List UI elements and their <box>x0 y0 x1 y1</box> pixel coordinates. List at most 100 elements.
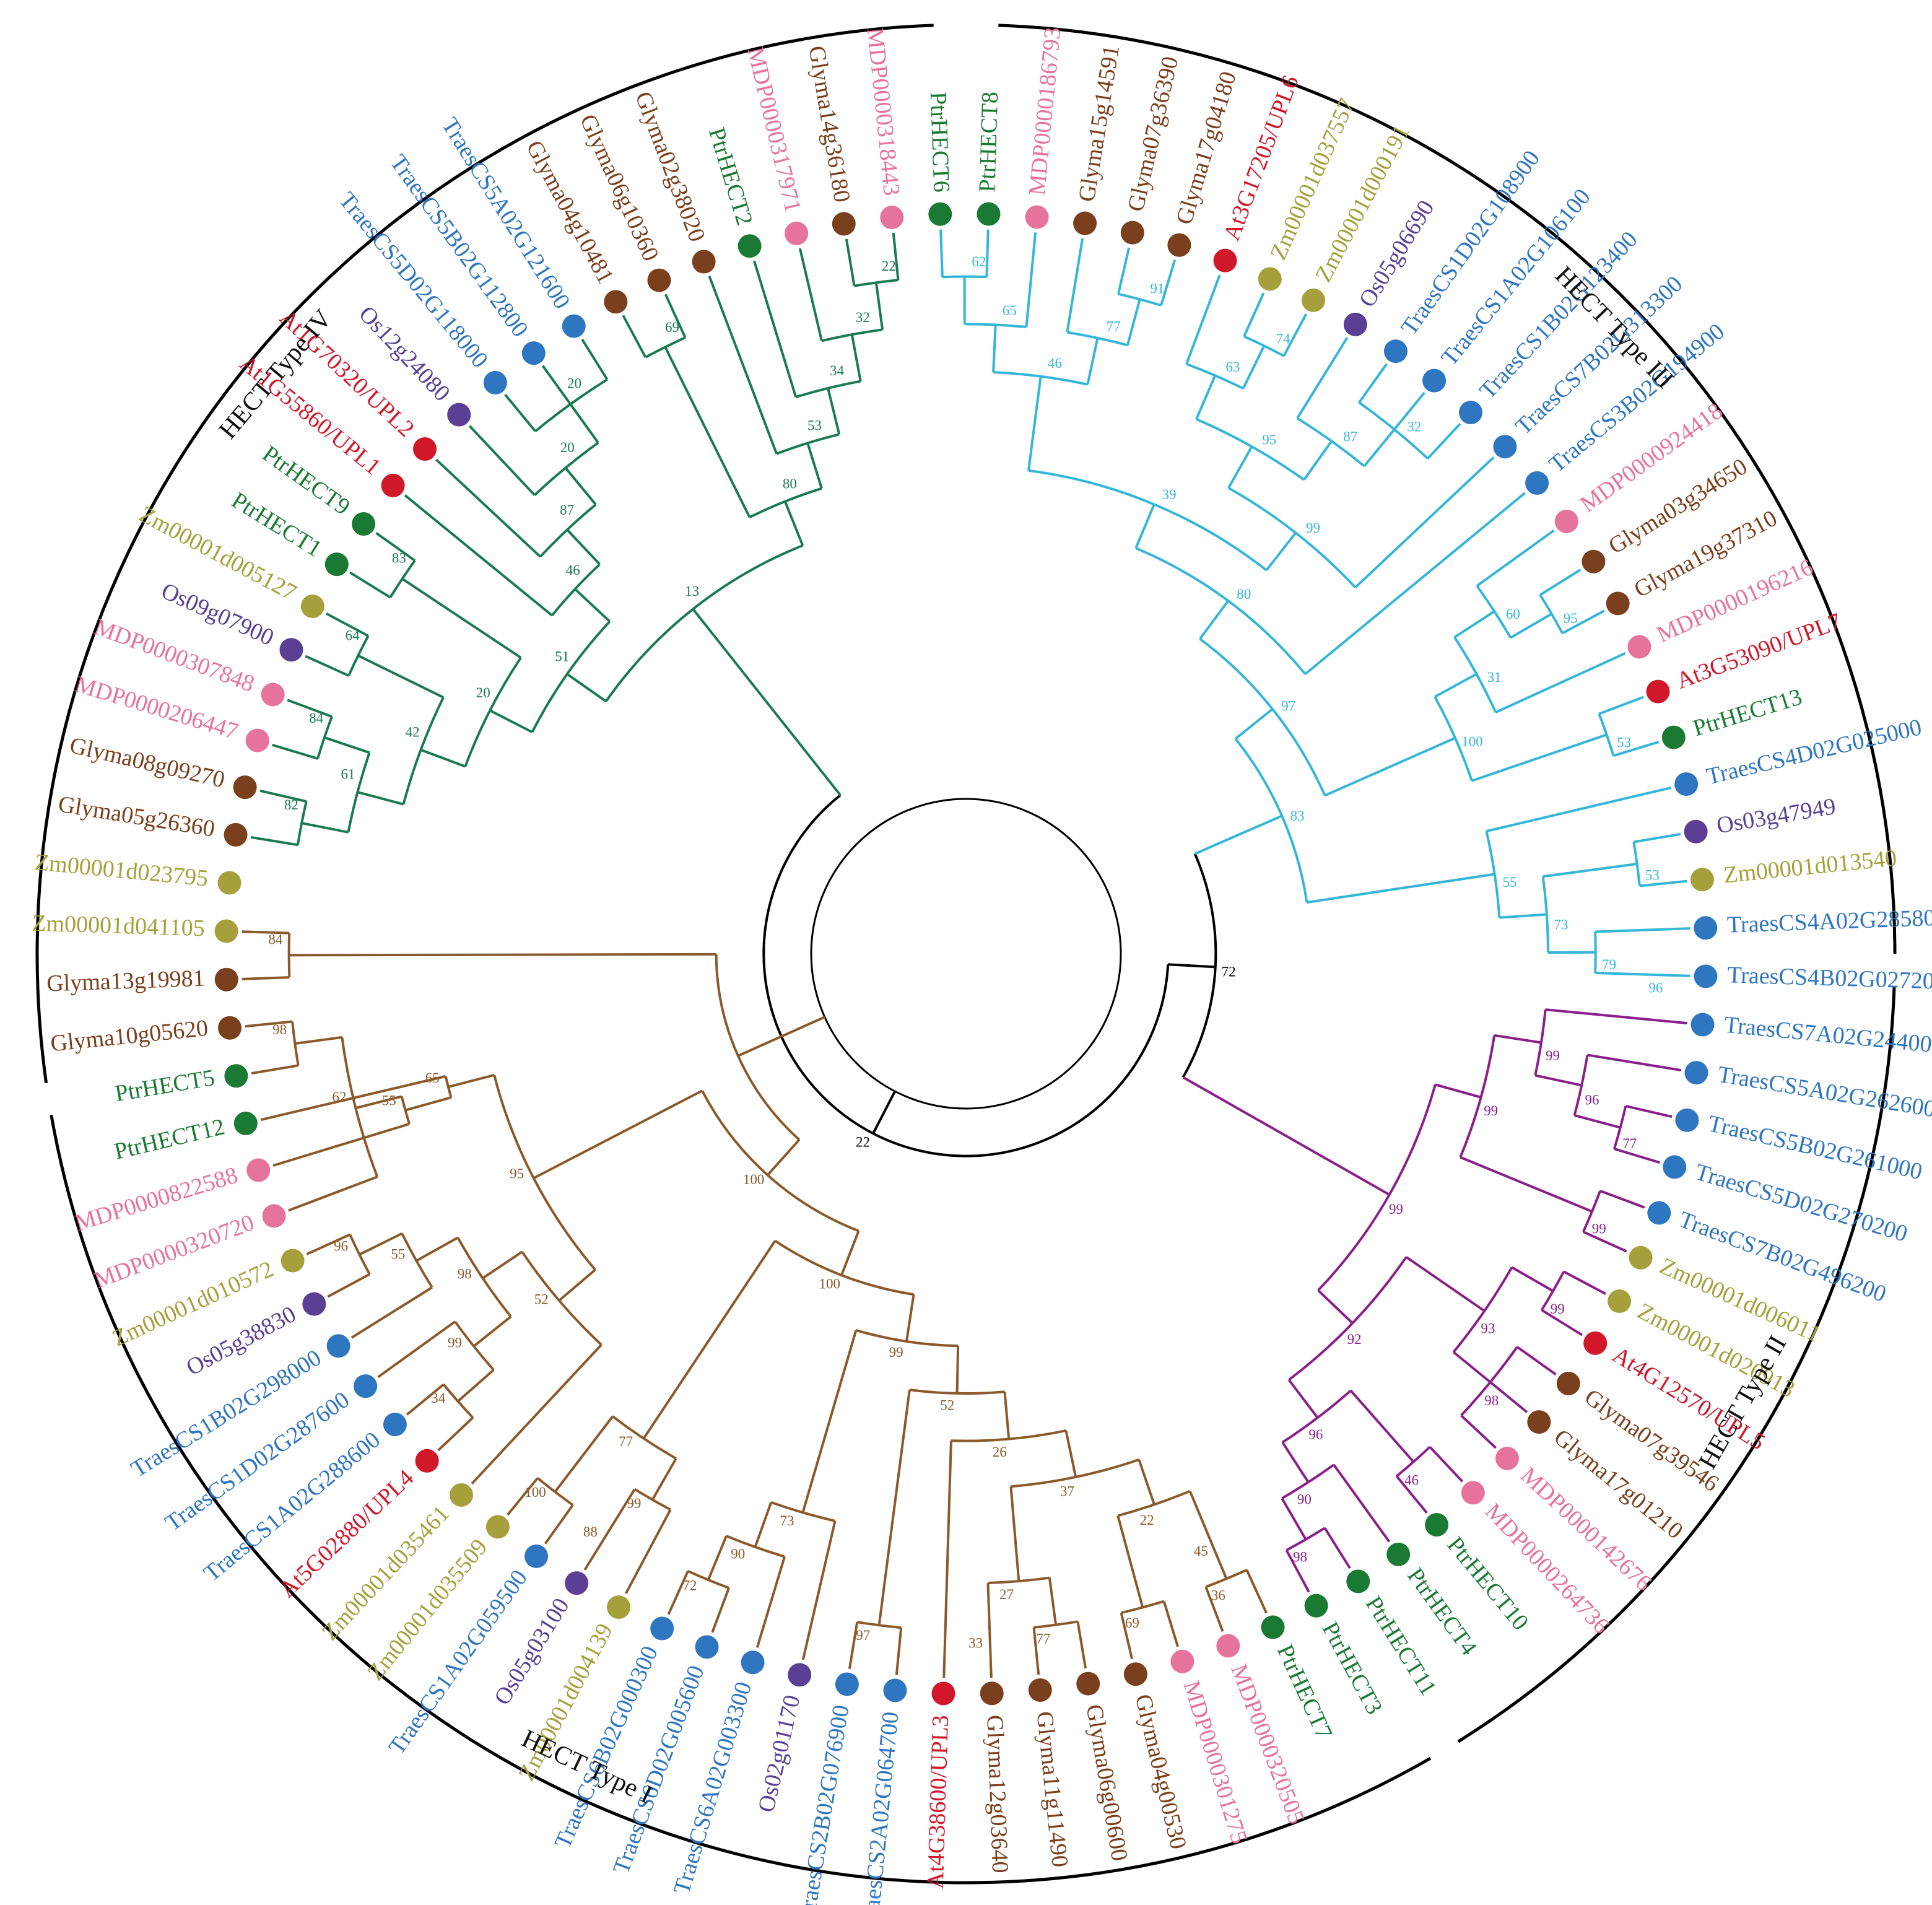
branch-segment <box>1495 652 1626 714</box>
branch-arc <box>1117 1489 1191 1517</box>
branch-segment <box>287 699 333 718</box>
species-dot <box>324 552 349 577</box>
branch-segment <box>1066 238 1084 333</box>
branch-segment <box>783 500 804 546</box>
branch-segment <box>448 1073 495 1088</box>
branch-segment <box>738 1016 825 1057</box>
species-dot <box>977 202 1001 226</box>
branch-segment <box>608 1488 636 1530</box>
bootstrap-value-45: 64 <box>346 627 360 643</box>
leaf-label: TraesCS5A02G262600 <box>1716 1061 1932 1123</box>
branch-arc <box>389 559 416 598</box>
branch-segment <box>988 1630 993 1678</box>
branch-segment <box>1543 862 1637 878</box>
bootstrap-value-11: 99 <box>1306 520 1320 536</box>
leaf-label: Glyma11g11490 <box>1032 1710 1073 1868</box>
branch-arc <box>795 380 861 398</box>
branch-segment <box>272 1122 410 1167</box>
species-dot <box>1627 635 1651 659</box>
branch-segment <box>489 709 533 733</box>
bootstrap-value-0: 22 <box>856 1135 870 1150</box>
branch-arc <box>1613 1105 1627 1149</box>
species-dot <box>788 1663 812 1687</box>
leaf-label: Os02g01170 <box>753 1693 805 1815</box>
species-dot <box>281 1249 305 1273</box>
branch-segment <box>754 1502 773 1548</box>
species-dot <box>1556 1371 1580 1395</box>
bootstrap-value-39: 90 <box>1297 1492 1312 1507</box>
branch-arc <box>1288 1256 1408 1381</box>
species-dot <box>1582 549 1606 573</box>
bootstrap-value-80: 100 <box>524 1484 546 1500</box>
branch-segment <box>1625 1104 1673 1118</box>
branch-segment <box>1460 1156 1593 1213</box>
branch-arc <box>456 1237 512 1318</box>
bootstrap-value-52: 20 <box>560 440 575 455</box>
group-arc <box>50 1115 1432 1885</box>
species-dot <box>261 682 285 707</box>
branch-segment <box>1614 1148 1660 1164</box>
leaf-label: MDP0000186793 <box>1024 26 1066 196</box>
branch-arc <box>347 752 371 833</box>
branch-arc <box>726 1535 785 1558</box>
branch-segment <box>1333 1463 1391 1543</box>
branch-arc <box>645 336 686 359</box>
bootstrap-value-13: 63 <box>1225 359 1240 375</box>
branch-segment <box>1265 532 1297 571</box>
species-dot <box>835 1672 859 1696</box>
branch-arc <box>701 1090 859 1232</box>
branch-segment <box>1032 1627 1040 1675</box>
bootstrap-value-61: 100 <box>819 1276 840 1291</box>
branch-segment <box>1182 1076 1349 1172</box>
leaf-label: Zm00001d013540 <box>1722 845 1898 888</box>
species-dot <box>692 250 716 274</box>
species-dot <box>1554 509 1578 533</box>
branch-segment <box>767 1139 801 1176</box>
species-dot <box>931 1681 955 1706</box>
branch-segment <box>1499 913 1547 919</box>
species-dot <box>883 1678 907 1702</box>
branch-segment <box>801 1520 837 1660</box>
species-dot <box>383 1413 407 1437</box>
branch-segment <box>251 1064 298 1075</box>
species-dot <box>565 1571 589 1595</box>
branch-segment <box>798 248 823 341</box>
branch-segment <box>1076 1621 1087 1669</box>
branch-segment <box>1563 1270 1606 1296</box>
branch-segment <box>350 1286 433 1339</box>
branch-segment <box>872 1091 897 1135</box>
bootstrap-value-17: 100 <box>1461 734 1483 749</box>
branch-arc <box>401 1232 433 1288</box>
species-dot <box>1646 679 1670 704</box>
species-dot <box>880 206 904 230</box>
leaf-label: PtrHECT6 <box>925 91 955 193</box>
bootstrap-value-38: 46 <box>1404 1472 1419 1488</box>
branch-segment <box>848 1621 859 1670</box>
branch-segment <box>1476 529 1555 587</box>
branch-segment <box>721 645 842 796</box>
branch-segment <box>1395 1475 1428 1514</box>
species-dot <box>1608 1289 1632 1314</box>
branch-segment <box>272 743 318 760</box>
bootstrap-value-60: 100 <box>743 1172 765 1187</box>
branch-segment <box>1003 1392 1011 1439</box>
branch-segment <box>507 1477 539 1516</box>
branch-segment <box>895 1628 903 1675</box>
branch-arc <box>1199 638 1326 796</box>
branch-arc <box>341 1037 379 1177</box>
bootstrap-value-90: 62 <box>332 1089 346 1105</box>
branch-segment <box>554 1415 614 1493</box>
leaf-label: Glyma04g00530 <box>1130 1692 1191 1852</box>
bootstrap-value-40: 98 <box>1293 1549 1307 1564</box>
branch-arc <box>1460 1346 1518 1417</box>
branch-segment <box>468 425 536 496</box>
branch-segment <box>1363 429 1396 467</box>
branch-segment <box>1349 1390 1415 1463</box>
group-rings <box>35 24 1897 1885</box>
leaf-label: Zm00001d023795 <box>33 849 209 892</box>
branch-arc <box>1539 594 1564 634</box>
leaf-label: PtrHECT12 <box>111 1114 227 1164</box>
branch-segment <box>1434 673 1477 698</box>
species-dot <box>1346 1569 1370 1593</box>
